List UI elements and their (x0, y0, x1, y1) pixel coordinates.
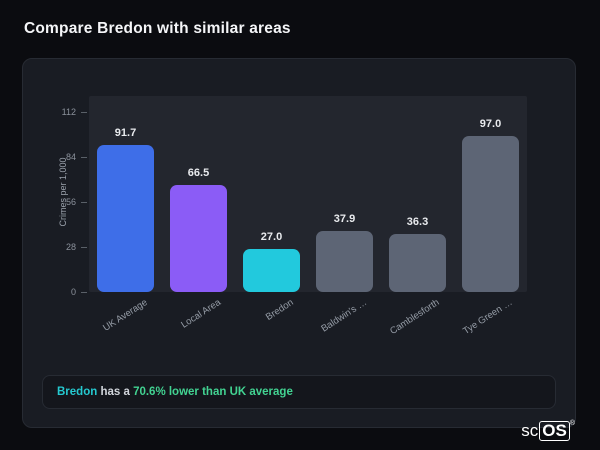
registered-mark: ® (569, 420, 575, 427)
bar-cell: 37.9 Baldwin's … (309, 96, 381, 335)
page-title: Compare Bredon with similar areas (24, 20, 291, 37)
y-axis-tick: 56 (66, 197, 87, 207)
x-axis-label: Bredon (263, 297, 296, 323)
y-axis-tick: 28 (66, 242, 87, 252)
y-axis-tick: 112 (62, 107, 87, 117)
note-highlight: 70.6% lower than UK average (133, 386, 293, 398)
bar-value-label: 36.3 (406, 216, 429, 228)
logo-suffix: OS (539, 421, 570, 441)
scos-logo: sc OS ® (521, 420, 575, 441)
bar-value-label: 97.0 (479, 118, 502, 130)
x-axis-label: Baldwin's … (318, 297, 369, 335)
bar-value-label: 27.0 (260, 231, 283, 243)
bar[interactable] (389, 234, 446, 292)
bar-cell: 36.3 Camblesforth (382, 96, 454, 337)
y-axis-tick: 0 (71, 287, 87, 297)
x-axis-label: Local Area (178, 297, 223, 331)
note-text: has a (97, 386, 134, 398)
bar-cell: 97.0 Tye Green … (455, 96, 527, 337)
bar[interactable] (97, 145, 154, 292)
y-axis: 0 28 56 84 112 (23, 96, 87, 297)
comparison-note: Bredon has a 70.6% lower than UK average (42, 375, 556, 409)
logo-prefix: sc (521, 421, 539, 440)
bar[interactable] (170, 185, 227, 292)
x-axis-label: UK Average (101, 297, 150, 334)
bar-value-label: 91.7 (114, 127, 137, 139)
bar-chart-plot-area: 91.7 UK Average 66.5 Local Area 27.0 Bredon 37… (89, 96, 527, 337)
bar-value-label: 37.9 (333, 213, 356, 225)
bar[interactable] (243, 249, 300, 292)
bar[interactable] (316, 231, 373, 292)
x-axis-label: Tye Green … (461, 297, 515, 337)
bar-cell: 27.0 Bredon (236, 96, 308, 323)
x-axis-label: Camblesforth (388, 297, 442, 337)
y-axis-tick: 84 (66, 152, 87, 162)
bar-value-label: 66.5 (187, 167, 210, 179)
bar[interactable] (462, 136, 519, 292)
bar-cell: 91.7 UK Average (90, 96, 162, 334)
note-area-name: Bredon (57, 386, 98, 398)
chart-card: Crimes per 1,000 0 28 56 84 112 91.7 UK Avera… (22, 58, 576, 428)
bar-cell: 66.5 Local Area (163, 96, 235, 331)
